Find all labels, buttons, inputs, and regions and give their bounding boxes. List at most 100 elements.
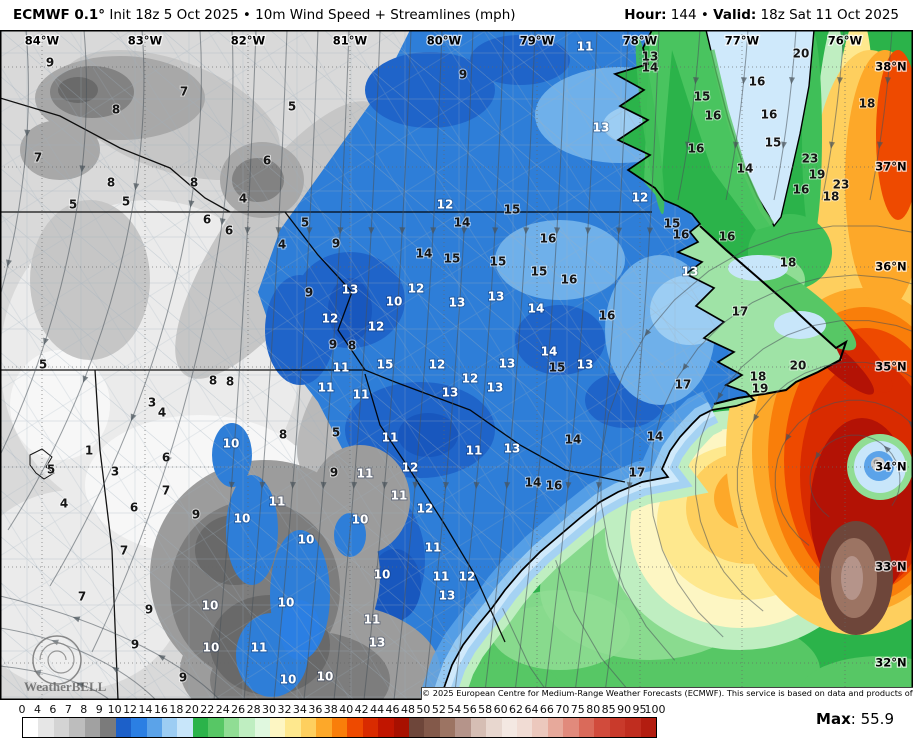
wind-speed-label: 11 (251, 641, 268, 655)
colorbar-tick: 70 (555, 703, 570, 716)
streamline-arrow-icon (368, 227, 375, 235)
copyright-notice: © 2025 European Centre for Medium-Range … (421, 687, 913, 700)
streamline (303, 29, 350, 701)
colorbar-tick: 10 (107, 703, 122, 716)
streamline-arrow-icon (554, 227, 561, 235)
wind-speed-label: 4 (60, 497, 68, 511)
streamline-arrow-icon (885, 76, 892, 85)
colorbar-tick: 64 (524, 703, 539, 716)
longitude-label: 77°W (725, 34, 760, 48)
wind-speed-label: 9 (46, 56, 54, 70)
wind-speed-label: 5 (39, 358, 47, 372)
wind-speed-label: 8 (190, 176, 198, 190)
streamline-arrow-icon (290, 481, 296, 489)
colorbar-cell (300, 718, 317, 737)
latitude-label: 38°N (875, 60, 906, 74)
wind-speed-label: 16 (561, 273, 578, 287)
wind-speed-label: 11 (382, 431, 399, 445)
streamline-arrow-icon (647, 227, 653, 235)
wind-speed-label: 10 (374, 568, 391, 582)
wind-speed-label: 13 (342, 283, 359, 297)
streamline-arrow-icon (717, 391, 724, 400)
wind-speed-label: 8 (348, 339, 356, 353)
latitude-label: 37°N (875, 160, 906, 174)
wind-speed-label: 17 (732, 305, 749, 319)
wind-speed-label: 9 (305, 286, 313, 300)
wind-speed-label: 14 (565, 433, 582, 447)
colorbar-tick: 56 (462, 703, 477, 716)
colorbar-tick: 22 (200, 703, 215, 716)
streamline (0, 665, 111, 701)
wind-speed-label: 13 (504, 442, 521, 456)
wind-speed-label: 14 (454, 216, 471, 230)
colorbar-cell (254, 718, 270, 737)
wind-speed-label: 6 (162, 451, 170, 465)
streamlines-layer (0, 29, 913, 750)
colorbar-cell (563, 718, 579, 737)
wind-speed-label: 12 (368, 320, 385, 334)
colorbar-tick: 44 (370, 703, 385, 716)
streamline-arrow-icon (337, 227, 344, 235)
colorbar-cell (161, 718, 178, 737)
colorbar-cell (532, 718, 548, 737)
wind-speed-label: 16 (599, 309, 616, 323)
wind-speed-label: 5 (122, 195, 130, 209)
colorbar-cell (547, 718, 564, 737)
streamline-arrow-icon (133, 182, 140, 191)
colorbar-tick: 32 (277, 703, 292, 716)
wind-speed-label: 15 (444, 252, 461, 266)
wind-speed-label: 17 (675, 378, 692, 392)
colorbar-tick: 8 (80, 703, 88, 716)
graticule (0, 30, 913, 700)
colorbar-tick: 40 (339, 703, 354, 716)
wind-speed-label: 11 (357, 467, 374, 481)
colorbar-tick: 42 (354, 703, 369, 716)
coastline (439, 29, 848, 701)
streamline-arrow-icon (741, 76, 748, 85)
latitude-label: 36°N (875, 260, 906, 274)
wind-speed-label: 16 (749, 75, 766, 89)
wind-speed-label: 15 (694, 90, 711, 104)
wind-speed-label: 23 (833, 178, 850, 192)
wind-speed-label: 4 (158, 406, 166, 420)
streamline-arrow-icon (877, 141, 883, 149)
streamline-arrow-icon (443, 481, 450, 490)
streamline-arrow-icon (228, 481, 235, 489)
wind-speed-label: 11 (318, 381, 335, 395)
colorbar-cell (594, 718, 610, 737)
latitude-label: 35°N (875, 360, 906, 374)
longitude-label: 76°W (828, 34, 863, 48)
wind-speed-label: 16 (688, 142, 705, 156)
streamline-arrow-icon (219, 218, 226, 226)
colorbar-tick: 16 (153, 703, 168, 716)
wind-speed-label: 11 (269, 495, 286, 509)
wind-speed-label: 4 (239, 192, 247, 206)
colorbar-cell (439, 718, 456, 737)
streamline-arrow-icon (585, 227, 592, 235)
colorbar-tick: 50 (416, 703, 431, 716)
colorbar-tick: 24 (215, 703, 230, 716)
wind-speed-label: 5 (332, 426, 340, 440)
wind-speed-label: 7 (162, 484, 170, 498)
wind-speed-label: 7 (120, 544, 128, 558)
wind-speed-label: 16 (761, 108, 778, 122)
streamline-arrow-icon (76, 682, 85, 688)
colorbar-cell (285, 718, 301, 737)
streamline-arrow-icon (829, 141, 835, 149)
wind-speed-label: 13 (369, 636, 386, 650)
colorbar-cell (640, 718, 656, 737)
wind-speed-label: 5 (301, 216, 309, 230)
colorbar-tick: 30 (262, 703, 277, 716)
streamline (333, 29, 381, 701)
wind-speed-label: 8 (112, 103, 120, 117)
streamline-arrow-icon (733, 141, 739, 149)
colorbar-cell (347, 718, 363, 737)
wind-speed-label: 11 (333, 361, 350, 375)
colorbar-cell (38, 718, 54, 737)
wind-speed-label: 8 (107, 176, 115, 190)
streamline-arrow-icon (166, 455, 172, 464)
wind-speed-label: 15 (549, 361, 566, 375)
streamline-arrow-icon (534, 481, 541, 490)
colorbar-cell (270, 718, 286, 737)
wind-speed-label: 12 (437, 198, 454, 212)
